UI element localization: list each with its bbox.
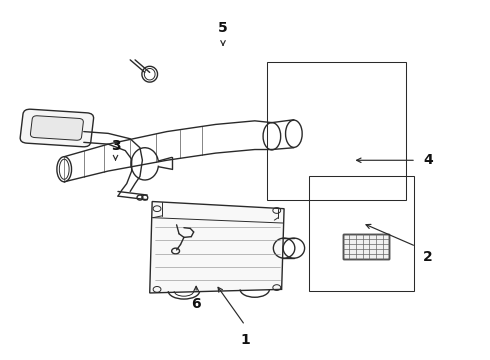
- Text: 5: 5: [218, 21, 228, 35]
- Text: 6: 6: [191, 297, 201, 311]
- Bar: [267, 62, 406, 200]
- Text: 4: 4: [423, 153, 433, 167]
- Text: 1: 1: [240, 333, 250, 347]
- FancyBboxPatch shape: [20, 109, 94, 147]
- Text: 3: 3: [111, 139, 121, 153]
- Bar: [309, 176, 414, 291]
- Polygon shape: [150, 202, 284, 293]
- FancyBboxPatch shape: [30, 116, 83, 140]
- Polygon shape: [343, 234, 389, 259]
- Text: 2: 2: [423, 250, 433, 264]
